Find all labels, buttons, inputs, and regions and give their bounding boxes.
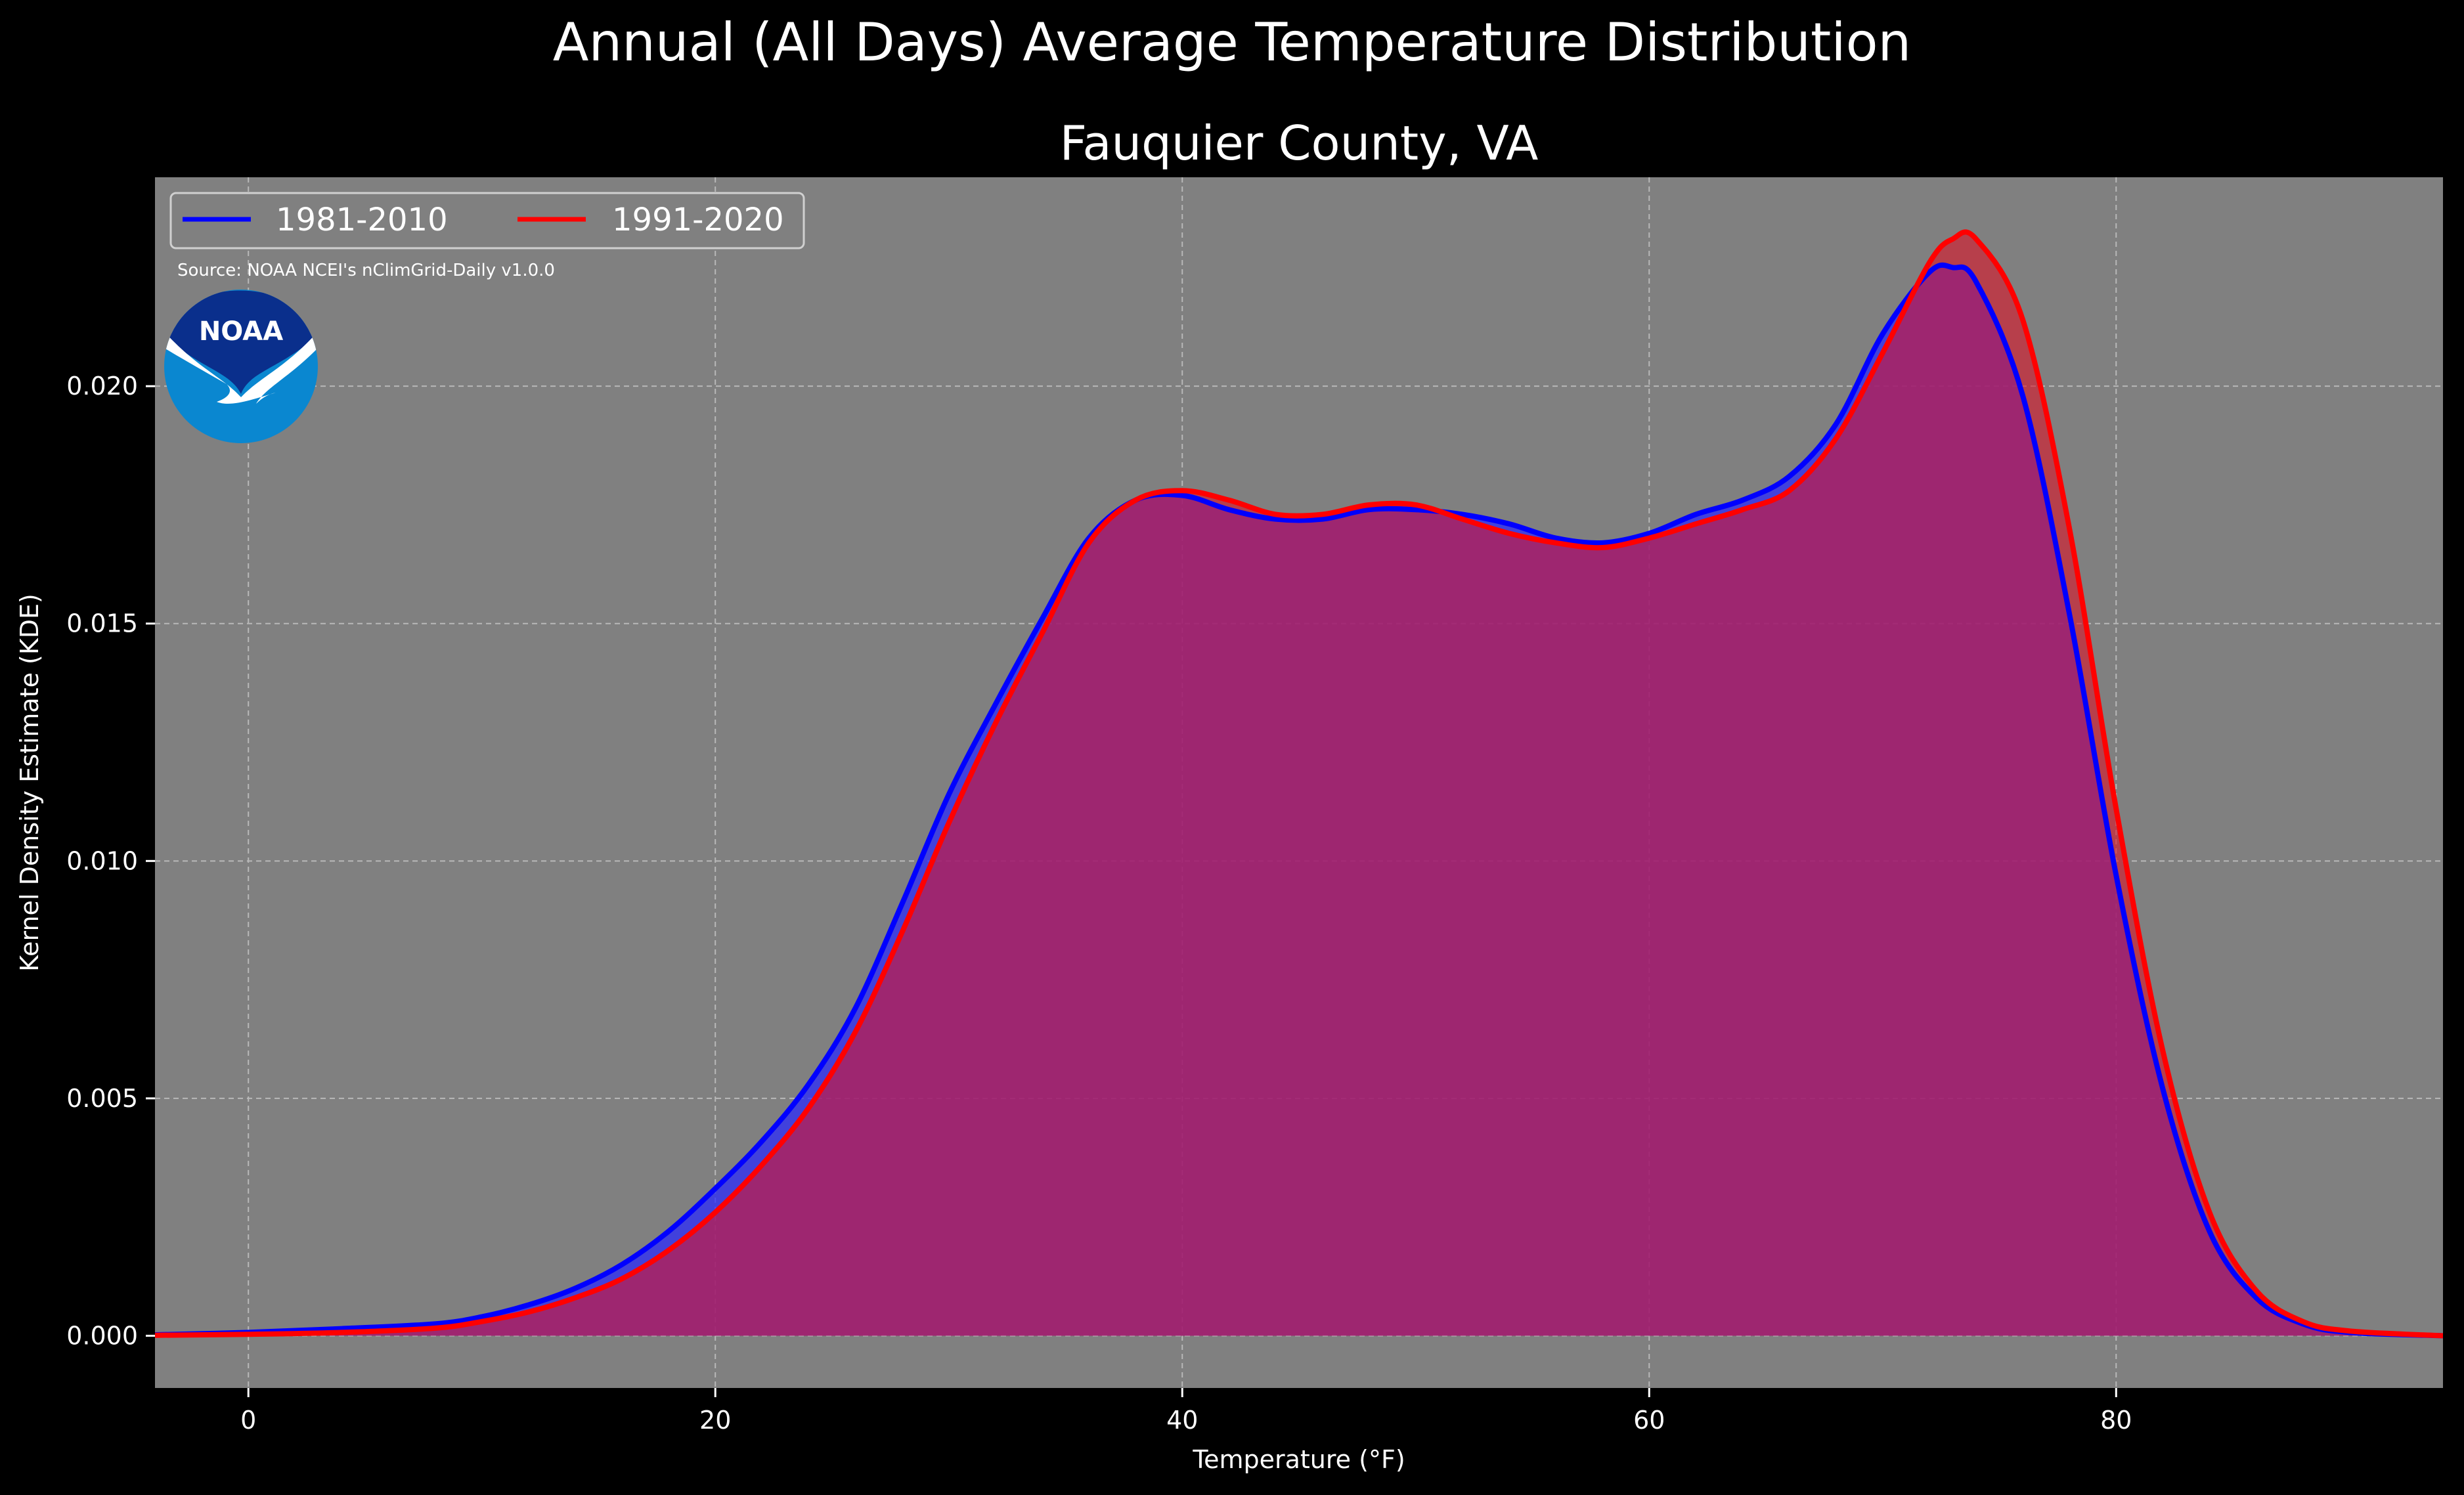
legend: 1981-2010 1991-2020 bbox=[169, 192, 805, 249]
x-tick-label: 40 bbox=[1166, 1406, 1198, 1435]
source-note: Source: NOAA NCEI's nClimGrid-Daily v1.0… bbox=[177, 261, 555, 280]
x-axis-ticks: 0 20 40 60 80 bbox=[240, 1388, 2132, 1435]
x-tick-label: 20 bbox=[699, 1406, 731, 1435]
line-1991-2020 bbox=[155, 229, 2443, 1339]
series-lines bbox=[155, 229, 2443, 1339]
y-axis-ticks: 0.000 0.005 0.010 0.015 0.020 bbox=[66, 372, 155, 1350]
y-tick-label: 0.010 bbox=[66, 846, 138, 875]
legend-label-1981-2010: 1981-2010 bbox=[276, 202, 448, 238]
y-tick-label: 0.000 bbox=[66, 1321, 138, 1350]
chart-title: Fauquier County, VA bbox=[1060, 116, 1539, 171]
x-tick-label: 60 bbox=[1633, 1406, 1665, 1435]
x-tick-label: 0 bbox=[240, 1406, 256, 1435]
y-axis-label: Kernel Density Estimate (KDE) bbox=[15, 594, 44, 972]
noaa-logo-icon: NOAA bbox=[164, 290, 318, 443]
legend-label-1991-2020: 1991-2020 bbox=[612, 202, 784, 238]
x-axis-label: Temperature (°F) bbox=[1192, 1445, 1405, 1474]
legend-box bbox=[169, 192, 805, 249]
y-tick-label: 0.015 bbox=[66, 609, 138, 638]
series-areas bbox=[155, 232, 2443, 1336]
noaa-logo-text: NOAA bbox=[199, 316, 283, 347]
y-tick-label: 0.005 bbox=[66, 1084, 138, 1113]
area-1991-2020 bbox=[155, 232, 2443, 1336]
chart-suptitle: Annual (All Days) Average Temperature Di… bbox=[553, 12, 1911, 73]
y-tick-label: 0.020 bbox=[66, 372, 138, 401]
x-tick-label: 80 bbox=[2100, 1406, 2132, 1435]
line-1981-2010 bbox=[155, 262, 2443, 1339]
